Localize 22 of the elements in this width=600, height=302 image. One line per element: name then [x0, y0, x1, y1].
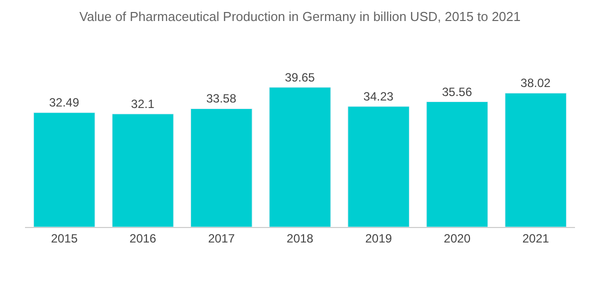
- bar: [504, 92, 567, 227]
- bar: [112, 114, 174, 227]
- bar: [33, 112, 96, 227]
- bar: [269, 87, 331, 227]
- data-label: 34.23: [363, 89, 394, 104]
- data-label: 38.02: [520, 76, 551, 90]
- x-tick-label: 2020: [444, 231, 471, 246]
- data-label: 33.58: [206, 92, 237, 106]
- x-tick-label: 2017: [208, 231, 236, 246]
- data-label: 32.1: [131, 96, 155, 111]
- x-tick-label: 2016: [130, 231, 157, 246]
- x-tick-label: 2021: [522, 231, 550, 246]
- chart-title: Value of Pharmaceutical Production in Germany in billion USD, 2015 to 2021: [79, 9, 521, 24]
- x-tick-label: 2015: [50, 231, 78, 246]
- bar: [190, 108, 252, 227]
- x-tick-label: 2018: [286, 231, 314, 246]
- data-label: 32.49: [49, 96, 80, 110]
- bar: [348, 106, 410, 227]
- data-label: 39.65: [284, 70, 316, 84]
- bar: [426, 102, 488, 227]
- x-tick-label: 2019: [365, 231, 392, 246]
- data-label: 35.56: [442, 84, 472, 99]
